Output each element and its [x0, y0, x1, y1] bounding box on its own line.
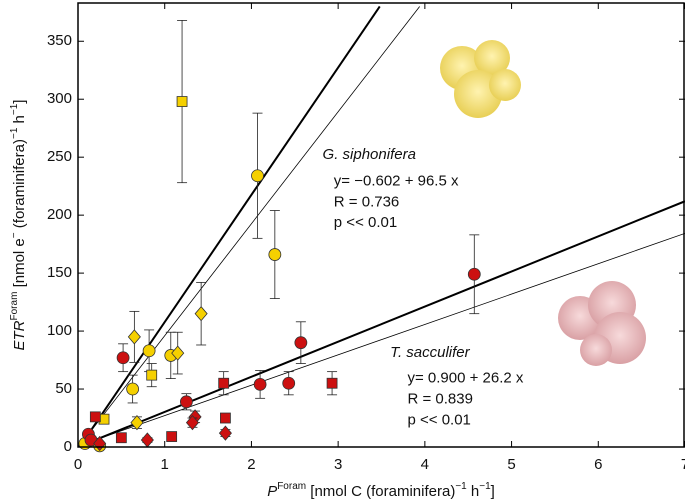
axis-label-part: Foram [9, 292, 20, 321]
point [219, 378, 229, 388]
axis-label-part: [nmol e [11, 238, 28, 291]
x-tick-label: 1 [161, 456, 169, 473]
x-tick-label: 7 [681, 456, 685, 473]
point [147, 370, 157, 380]
axis-label-part: ] [11, 100, 28, 104]
axis-label-part: P [267, 483, 277, 500]
point [220, 413, 230, 423]
axis-label-part: ] [491, 483, 495, 500]
x-tick-label: 3 [334, 456, 342, 473]
x-tick-label: 6 [594, 456, 602, 473]
y-tick-label: 50 [55, 380, 72, 397]
axis-label-part: (foraminifera) [11, 139, 28, 232]
point [269, 249, 281, 261]
y-tick-label: 250 [47, 148, 72, 165]
x-axis-label: PForam [nmol C (foraminifera)−1 h−1] [267, 481, 495, 500]
axis-label-part: [nmol C (foraminifera) [306, 483, 455, 500]
x-tick-label: 4 [421, 456, 429, 473]
point [177, 97, 187, 107]
point [90, 412, 100, 422]
point [468, 268, 480, 280]
point [251, 170, 263, 182]
annotation: p << 0.01 [408, 411, 471, 428]
point [141, 433, 153, 447]
axis-label-part: h [11, 115, 28, 128]
point [327, 378, 337, 388]
axis-label-part: Foram [277, 481, 306, 492]
annotation: R = 0.839 [408, 390, 473, 407]
y-tick-label: 150 [47, 264, 72, 281]
point [128, 330, 140, 344]
axis-label-part: −1 [455, 481, 467, 492]
foraminifera-image [558, 281, 646, 366]
y-tick-label: 0 [64, 438, 72, 455]
axis-label-part: −1 [479, 481, 491, 492]
annotation: R = 0.736 [334, 193, 399, 210]
point [143, 345, 155, 357]
x-tick-label: 5 [507, 456, 515, 473]
axis-label-part: −1 [9, 103, 20, 115]
point [127, 383, 139, 395]
axis-label-part: −1 [9, 127, 20, 139]
chart: ETRForam [nmol e− (foraminifera)−1 h−1] … [0, 0, 685, 504]
point [283, 377, 295, 389]
y-tick-label: 100 [47, 322, 72, 339]
axis-label-part: h [467, 483, 480, 500]
y-tick-label: 300 [47, 90, 72, 107]
point [295, 337, 307, 349]
foraminifera-image [440, 40, 521, 118]
x-tick-label: 0 [74, 456, 82, 473]
annotation: y= 0.900 + 26.2 x [408, 370, 524, 387]
annotation: p << 0.01 [334, 214, 397, 231]
y-axis-label: ETRForam [nmol e− (foraminifera)−1 h−1] [9, 100, 28, 351]
point [117, 352, 129, 364]
point [219, 426, 231, 440]
y-tick-label: 200 [47, 206, 72, 223]
point [167, 432, 177, 442]
annotation: T. sacculifer [390, 344, 470, 361]
axis-label-part: ETR [11, 320, 28, 350]
point [254, 378, 266, 390]
point [180, 396, 192, 408]
point [195, 307, 207, 321]
x-tick-label: 2 [247, 456, 255, 473]
annotation: G. siphonifera [323, 146, 416, 163]
point [131, 416, 143, 430]
annotation: y= −0.602 + 96.5 x [334, 172, 459, 189]
y-tick-label: 350 [47, 32, 72, 49]
point [116, 433, 126, 443]
